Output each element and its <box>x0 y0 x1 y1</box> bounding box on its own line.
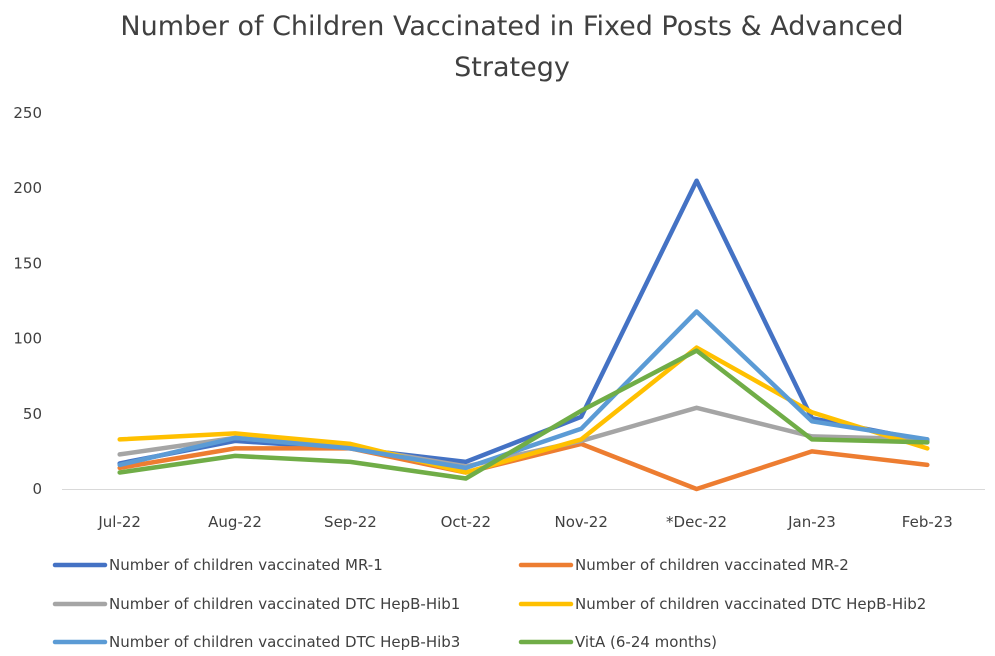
legend-item-2: Number of children vaccinated MR-2 <box>518 556 849 574</box>
series-line-5 <box>117 309 930 471</box>
legend-item-4: Number of children vaccinated DTC HepB-H… <box>518 595 926 613</box>
chart-title-line-1: Number of Children Vaccinated in Fixed P… <box>120 11 903 42</box>
x-tick-label: Feb-23 <box>902 513 953 531</box>
x-tick-label: Oct-22 <box>441 513 491 531</box>
x-tick-label: *Dec-22 <box>666 513 727 531</box>
legend: Number of children vaccinated MR-1 Number… <box>52 556 926 651</box>
series-line-1 <box>117 178 930 466</box>
legend-label: Number of children vaccinated MR-2 <box>575 556 849 574</box>
legend-label: Number of children vaccinated DTC HepB-H… <box>109 633 460 651</box>
y-tick-label: 200 <box>13 179 42 197</box>
legend-label: VitA (6-24 months) <box>575 633 717 651</box>
legend-label: Number of children vaccinated DTC HepB-H… <box>575 595 926 613</box>
legend-label: Number of children vaccinated MR-1 <box>109 556 383 574</box>
legend-item-6: VitA (6-24 months) <box>518 633 717 651</box>
x-tick-label: Aug-22 <box>208 513 262 531</box>
series-line-6 <box>117 348 930 481</box>
y-tick-label: 250 <box>13 104 42 122</box>
x-axis: Jul-22 Aug-22 Sep-22 Oct-22 Nov-22 *Dec-22 Jan… <box>62 489 985 531</box>
legend-item-3: Number of children vaccinated DTC HepB-H… <box>52 595 460 613</box>
x-tick-label: Jan-23 <box>787 513 836 531</box>
legend-item-5: Number of children vaccinated DTC HepB-H… <box>52 633 460 651</box>
y-tick-label: 50 <box>23 405 42 423</box>
x-tick-label: Jul-22 <box>97 513 141 531</box>
plot-area <box>117 178 930 492</box>
chart-title-line-2: Strategy <box>454 52 570 83</box>
legend-label: Number of children vaccinated DTC HepB-H… <box>109 595 460 613</box>
x-tick-label: Nov-22 <box>555 513 608 531</box>
y-tick-label: 100 <box>13 330 42 348</box>
x-tick-label: Sep-22 <box>324 513 377 531</box>
legend-item-1: Number of children vaccinated MR-1 <box>52 556 383 574</box>
y-axis: 0 50 100 150 200 250 <box>13 104 42 498</box>
y-tick-label: 150 <box>13 254 42 272</box>
y-tick-label: 0 <box>32 480 42 498</box>
